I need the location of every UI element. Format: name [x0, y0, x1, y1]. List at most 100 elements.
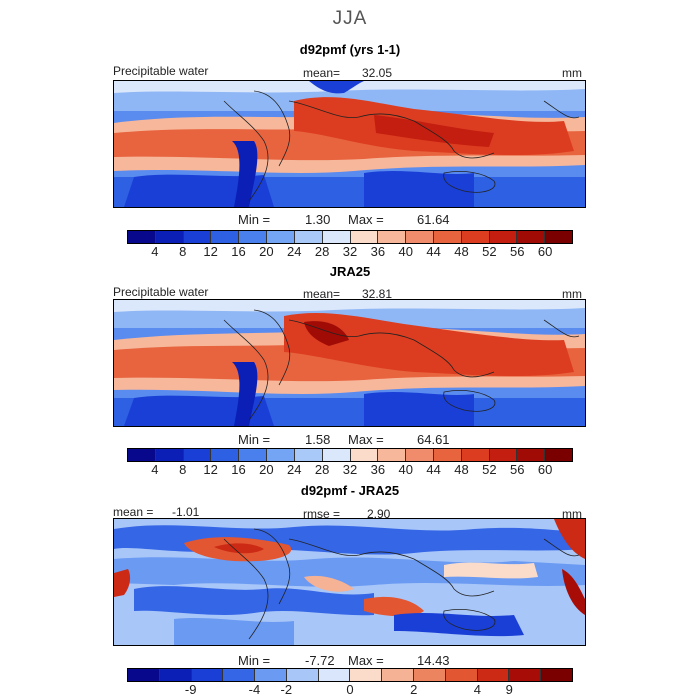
colorbar-swatch: [406, 231, 434, 243]
colorbar-swatch: [378, 231, 407, 243]
colorbar-tick-label: 44: [426, 244, 441, 259]
colorbar-swatch: [322, 231, 351, 243]
colorbar-swatch: [318, 669, 351, 681]
colorbar-swatch: [433, 449, 462, 461]
colorbar-tick-label: 16: [231, 244, 246, 259]
colorbar-swatch: [211, 449, 240, 461]
colorbar-swatch: [128, 231, 156, 243]
colorbar-swatch: [489, 449, 518, 461]
colorbar-ticks: 4 8 12 16 20 24 28 32 36 40 44 48 52 56 60: [127, 462, 573, 478]
rmse-value: 2.90: [367, 507, 391, 521]
page-title: JJA: [332, 8, 368, 29]
colorbar-swatch: [489, 231, 518, 243]
panel-title-model: d92pmf (yrs 1-1): [299, 42, 401, 57]
colorbar-tick-label: 28: [314, 462, 330, 477]
max-value: 61.64: [417, 212, 450, 227]
colorbar-swatch: [128, 449, 156, 461]
colorbar-swatch: [159, 669, 192, 681]
min-label: Min =: [238, 212, 271, 227]
colorbar-swatch: [322, 449, 351, 461]
colorbar-swatch: [433, 231, 462, 243]
colorbar-tick-label: 2: [410, 682, 418, 697]
colorbar-swatch: [211, 231, 240, 243]
colorbar-swatch: [255, 669, 287, 681]
map-panel-difference: [113, 518, 586, 646]
colorbar-swatch: [382, 669, 415, 681]
colorbar-swatch: [461, 231, 490, 243]
colorbar-swatch: [517, 231, 546, 243]
colorbar-swatch: [517, 449, 546, 461]
colorbar-tick-label: 44: [426, 462, 441, 477]
colorbar-swatch: [239, 231, 268, 243]
panel-title-reanalysis: JRA25: [329, 264, 371, 279]
map-panel-reanalysis: [113, 299, 586, 427]
colorbar-tick-label: 56: [510, 244, 525, 259]
units-label: mm: [562, 507, 582, 521]
colorbar-tick-label: 9: [505, 682, 513, 697]
colorbar-swatch: [350, 669, 383, 681]
colorbar-swatch: [223, 669, 256, 681]
map-panel-model: [113, 80, 586, 208]
colorbar-swatch: [378, 449, 407, 461]
field-label: Precipitable water: [113, 285, 209, 299]
colorbar-swatch: [445, 669, 478, 681]
colorbar-tick-label: 60: [537, 244, 553, 259]
colorbar-swatch: [128, 669, 160, 681]
min-label: Min =: [238, 653, 271, 668]
colorbar-tick-label: -4: [248, 682, 261, 697]
colorbar-swatch: [509, 669, 542, 681]
field-label: Precipitable water: [113, 64, 209, 78]
colorbar-tick-label: 12: [203, 244, 218, 259]
min-label: Min =: [238, 432, 271, 447]
colorbar-tick-label: -9: [184, 682, 197, 697]
colorbar-tick-label: 60: [537, 462, 553, 477]
colorbar-reanalysis: [127, 448, 573, 462]
colorbar-tick-label: 24: [287, 244, 302, 259]
colorbar-tick-label: 52: [482, 244, 497, 259]
max-value: 64.61: [417, 432, 450, 447]
colorbar-tick-label: 24: [287, 462, 302, 477]
colorbar-swatch: [294, 449, 323, 461]
colorbar-tick-label: 8: [179, 244, 187, 259]
colorbar-swatch: [183, 231, 212, 243]
colorbar-swatch: [477, 669, 510, 681]
difference-map: [114, 519, 585, 645]
colorbar-swatch: [239, 449, 268, 461]
colorbar-swatch: [267, 231, 295, 243]
mean-label: mean=: [303, 287, 341, 301]
colorbar-tick-label: -2: [280, 682, 293, 697]
colorbar-swatch: [155, 231, 184, 243]
colorbar-tick-label: 28: [314, 244, 330, 259]
colorbar-tick-label: 52: [482, 462, 497, 477]
max-label: Max =: [348, 212, 384, 227]
mean-label: mean=: [303, 66, 341, 80]
diff-mean-value: -1.01: [172, 505, 200, 519]
colorbar-swatch: [406, 449, 434, 461]
mean-value: 32.05: [362, 66, 393, 80]
colorbar-tick-label: 40: [398, 244, 413, 259]
colorbar-swatch: [545, 449, 572, 461]
rmse-label: rmse =: [303, 507, 341, 521]
max-value: 14.43: [417, 653, 450, 668]
panel-title-difference: d92pmf - JRA25: [300, 483, 400, 498]
diff-mean-label: mean =: [113, 505, 154, 519]
colorbar-tick-label: 0: [346, 682, 354, 697]
colorbar-swatch: [350, 231, 379, 243]
colorbar-tick-label: 20: [259, 462, 274, 477]
colorbar-tick-label: 36: [370, 462, 386, 477]
min-value: 1.58: [305, 432, 331, 447]
colorbar-ticks: -9 -4 -2 0 2 4 9: [127, 682, 573, 698]
precipitable-water-map: [114, 300, 585, 426]
colorbar-tick-label: 12: [203, 462, 218, 477]
colorbar-tick-label: 48: [454, 244, 469, 259]
colorbar-tick-label: 36: [370, 244, 386, 259]
colorbar-tick-label: 32: [342, 244, 358, 259]
colorbar-swatch: [191, 669, 224, 681]
colorbar-difference: [127, 668, 573, 682]
max-label: Max =: [348, 432, 384, 447]
colorbar-swatch: [541, 669, 572, 681]
colorbar-tick-label: 48: [454, 462, 469, 477]
max-label: Max =: [348, 653, 384, 668]
colorbar-swatch: [155, 449, 184, 461]
colorbar-tick-label: 16: [231, 462, 246, 477]
